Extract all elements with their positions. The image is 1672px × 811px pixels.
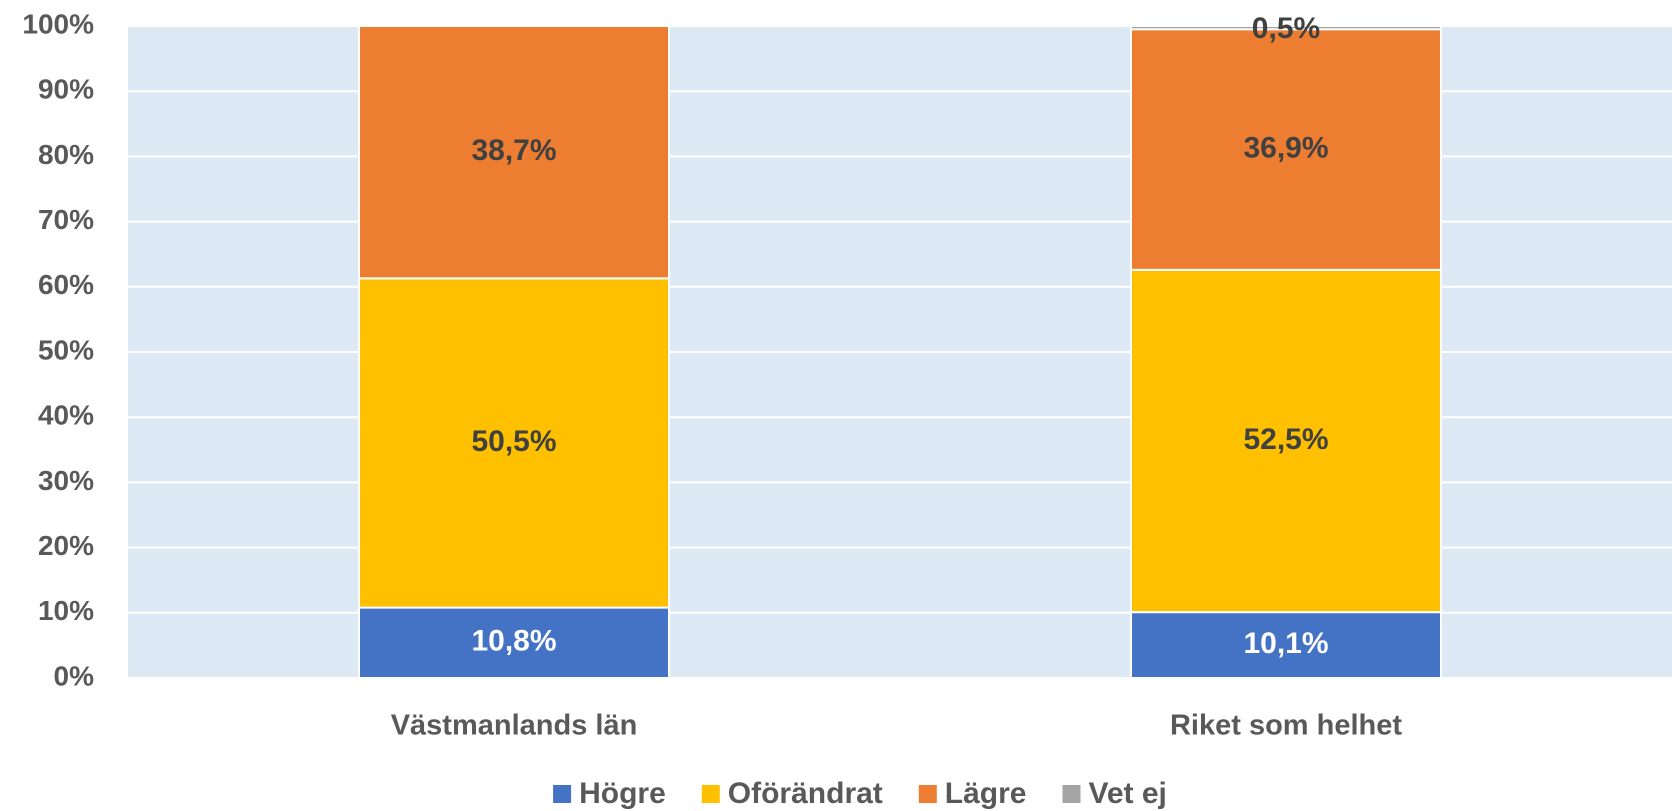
bar-segment (1130, 25, 1442, 31)
data-label: 52,5% (1243, 423, 1328, 456)
x-tick-label: Västmanlands län (391, 710, 638, 742)
legend-swatch (553, 785, 572, 803)
bar-segment (1130, 268, 1442, 614)
data-label: 38,7% (471, 134, 556, 167)
y-tick-label: 50% (38, 334, 94, 365)
legend-label: Lägre (945, 777, 1027, 810)
x-tick-label: Riket som helhet (1170, 710, 1402, 742)
y-tick-label: 90% (38, 74, 94, 105)
data-label: 10,8% (471, 625, 556, 658)
legend-label: Vet ej (1089, 777, 1167, 810)
bar-segment (358, 25, 670, 280)
bar-segment (1130, 611, 1442, 680)
y-tick-label: 30% (38, 465, 94, 496)
bar-segment (1130, 28, 1442, 271)
y-tick-label: 10% (38, 595, 94, 626)
bar-segment (358, 277, 670, 609)
legend-swatch (701, 785, 720, 803)
y-tick-label: 60% (38, 269, 94, 300)
y-tick-label: 0% (54, 660, 95, 691)
data-label: 0,5% (1252, 12, 1320, 45)
legend-swatch (918, 785, 937, 803)
y-tick-label: 100% (22, 8, 94, 39)
y-tick-label: 20% (38, 530, 94, 561)
y-tick-label: 70% (38, 204, 94, 235)
legend-label: Oförändrat (728, 777, 883, 810)
bar-segment (358, 606, 670, 679)
data-label: 50,5% (471, 425, 556, 458)
data-label: 36,9% (1243, 131, 1328, 164)
legend-label: Högre (579, 777, 666, 810)
legend-swatch (1062, 785, 1081, 803)
y-tick-label: 80% (38, 139, 94, 170)
data-label: 10,1% (1243, 627, 1328, 660)
y-tick-label: 40% (38, 400, 94, 431)
